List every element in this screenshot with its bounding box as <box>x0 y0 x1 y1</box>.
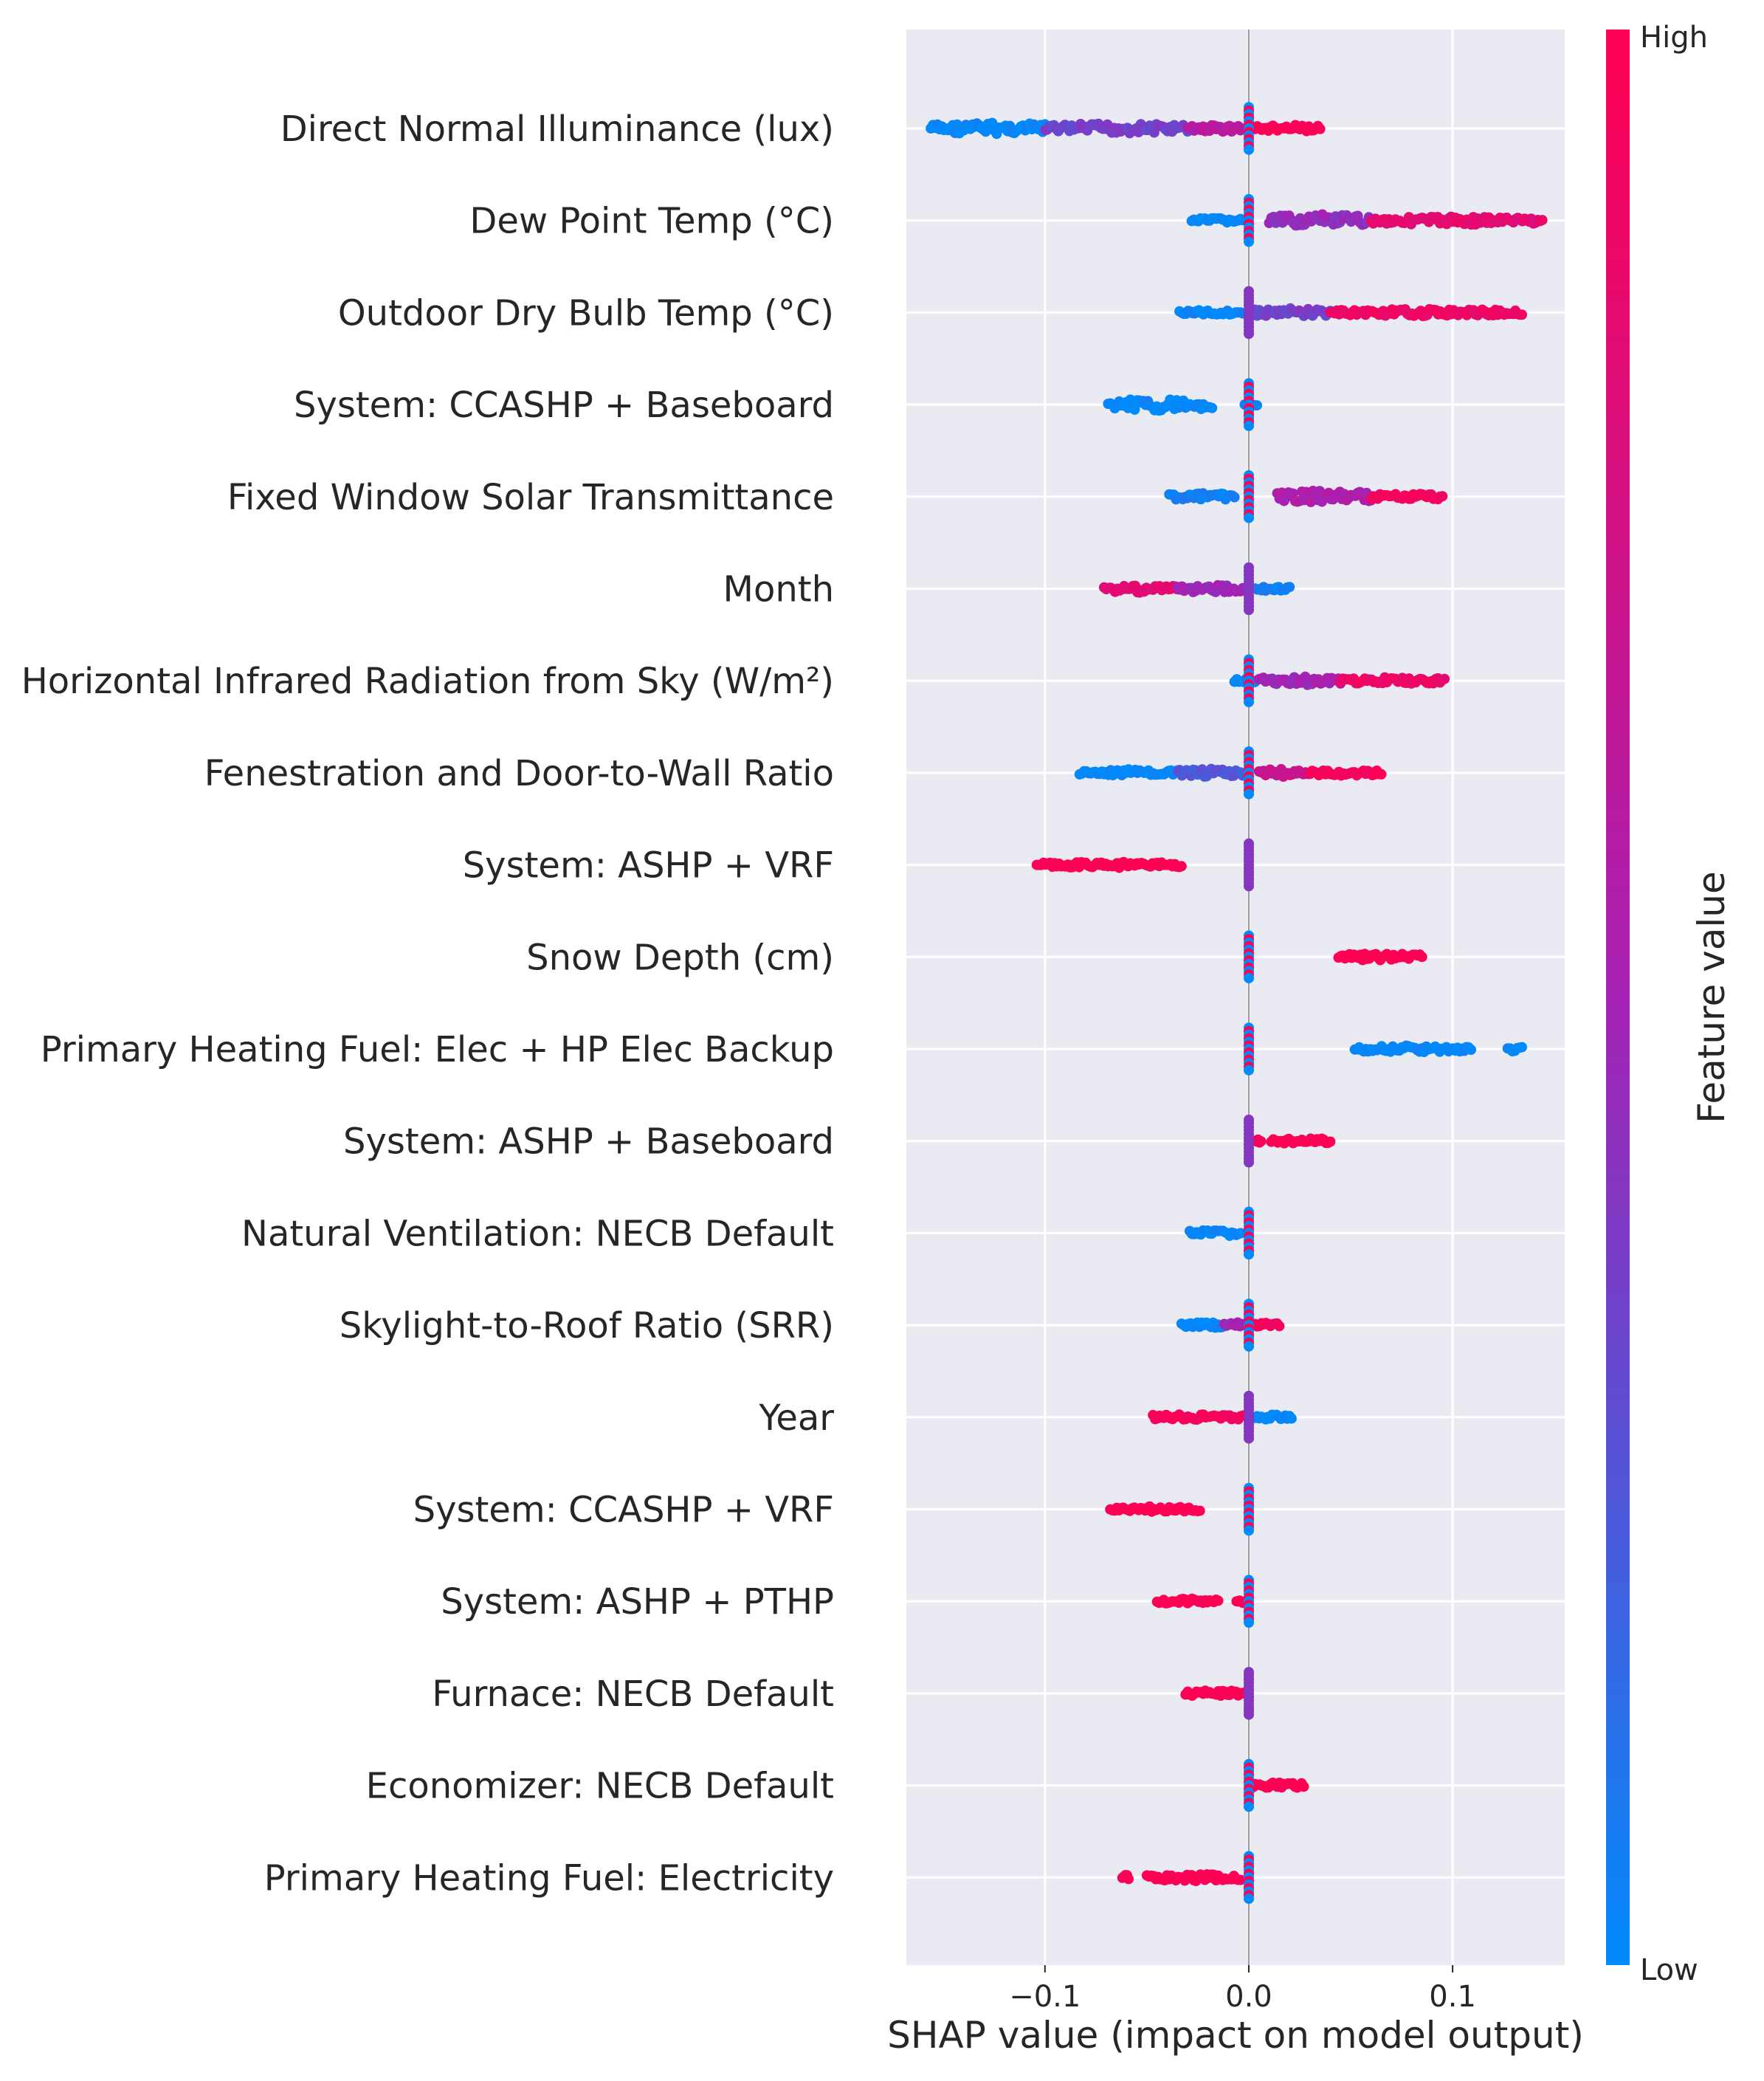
shap-point <box>1123 1874 1134 1885</box>
feature-label: Fixed Window Solar Transmittance <box>227 477 834 518</box>
feature-row-points <box>1180 1667 1254 1720</box>
feature-row-points <box>1148 1391 1297 1444</box>
x-tick-label: −0.1 <box>1009 1980 1081 2014</box>
feature-row-points <box>1244 930 1427 984</box>
feature-label: Outdoor Dry Bulb Temp (°C) <box>338 292 834 334</box>
feature-row-points <box>1031 838 1254 892</box>
shap-point <box>1244 236 1254 247</box>
feature-row-points <box>1103 378 1262 431</box>
feature-row-points <box>1074 746 1387 799</box>
shap-point <box>1244 788 1254 799</box>
shap-point <box>1244 1709 1254 1720</box>
feature-row-points <box>1244 1114 1336 1168</box>
feature-label: Direct Normal Illuminance (lux) <box>280 109 834 150</box>
x-tick-label: 0.1 <box>1429 1980 1476 2014</box>
shap-point <box>1244 512 1254 523</box>
shap-point <box>1235 1874 1246 1885</box>
feature-row-points <box>1117 1851 1254 1905</box>
feature-label: Economizer: NECB Default <box>366 1766 834 1807</box>
shap-point <box>1325 1136 1336 1147</box>
shap-point <box>1244 697 1254 707</box>
feature-label: Year <box>758 1397 834 1439</box>
feature-row-points <box>1244 1758 1309 1812</box>
shap-point <box>1244 1617 1254 1628</box>
feature-row-points <box>1151 1575 1254 1628</box>
shap-point <box>1244 1801 1254 1812</box>
shap-point <box>1437 491 1448 502</box>
shap-point <box>1194 1505 1205 1516</box>
shap-point <box>1129 404 1140 415</box>
feature-row-points <box>1164 470 1448 523</box>
shap-point <box>1255 1136 1267 1147</box>
colorbar <box>1606 30 1630 1965</box>
colorbar-low-label: Low <box>1640 1953 1698 1987</box>
x-tick-label: 0.0 <box>1225 1980 1272 2014</box>
shap-point <box>1244 420 1254 431</box>
shap-point <box>1244 1341 1254 1352</box>
feature-label: Dew Point Temp (°C) <box>469 201 834 242</box>
feature-label: System: CCASHP + Baseboard <box>294 385 834 426</box>
shap-point <box>1235 1228 1246 1239</box>
shap-point <box>1466 1045 1476 1055</box>
feature-label: Skylight-to-Roof Ratio (SRR) <box>340 1305 834 1346</box>
shap-point <box>1244 973 1254 984</box>
shap-point <box>1244 329 1254 340</box>
shap-point <box>1229 492 1240 503</box>
feature-label: System: ASHP + VRF <box>463 845 834 887</box>
shap-point <box>1537 215 1548 226</box>
shap-point <box>1244 1064 1254 1076</box>
x-axis-ticks: −0.1 0.0 0.1 <box>1009 1965 1476 2014</box>
data-points <box>926 102 1548 1905</box>
shap-point <box>1176 861 1187 872</box>
feature-row-points <box>1186 193 1548 247</box>
feature-row-points <box>1174 286 1527 340</box>
feature-row-points <box>1229 654 1450 707</box>
shap-point <box>1284 582 1295 593</box>
feature-row-points <box>1105 1482 1254 1536</box>
shap-point <box>1439 673 1450 684</box>
colorbar-title: Feature value <box>1690 871 1733 1123</box>
feature-row-points <box>1184 1206 1254 1260</box>
shap-point <box>1274 1321 1285 1332</box>
shap-point <box>1244 1893 1254 1905</box>
shap-point <box>1252 400 1262 411</box>
feature-label: System: ASHP + Baseboard <box>343 1121 834 1163</box>
shap-point <box>1416 952 1427 963</box>
feature-label: Horizontal Infrared Radiation from Sky (… <box>21 661 834 702</box>
feature-label: Furnace: NECB Default <box>432 1674 834 1715</box>
plot-background <box>906 30 1565 1965</box>
shap-point <box>1244 881 1254 892</box>
shap-point <box>1517 1042 1527 1053</box>
shap-point <box>1286 1413 1297 1424</box>
feature-row-points <box>926 102 1326 155</box>
feature-label: System: CCASHP + VRF <box>413 1490 834 1531</box>
feature-label: Primary Heating Fuel: Elec + HP Elec Bac… <box>41 1029 834 1070</box>
feature-row-points <box>1098 562 1295 616</box>
shap-point <box>1244 1433 1254 1444</box>
colorbar-high-label: High <box>1640 21 1708 55</box>
shap-point <box>1213 1595 1224 1606</box>
feature-label: Month <box>723 569 834 610</box>
shap-point <box>1376 768 1387 780</box>
shap-point <box>1298 1781 1309 1792</box>
shap-point <box>1244 1249 1254 1260</box>
feature-label: Natural Ventilation: NECB Default <box>241 1213 834 1254</box>
shap-point <box>1207 402 1218 413</box>
feature-label: Snow Depth (cm) <box>526 937 834 978</box>
feature-row-points <box>1244 1022 1527 1076</box>
feature-labels: Direct Normal Illuminance (lux) Dew Point… <box>21 109 835 1899</box>
feature-label: System: ASHP + PTHP <box>441 1581 834 1623</box>
shap-point <box>1517 309 1527 320</box>
x-axis-title: SHAP value (impact on model output) <box>887 2014 1584 2057</box>
shap-point <box>1244 605 1254 616</box>
feature-label: Fenestration and Door-to-Wall Ratio <box>204 753 834 794</box>
feature-row-points <box>1176 1299 1285 1352</box>
shap-point <box>1244 1525 1254 1536</box>
shap-point <box>1244 144 1254 155</box>
shap-point <box>1244 1157 1254 1168</box>
feature-label: Primary Heating Fuel: Electricity <box>264 1857 834 1899</box>
shap-point <box>1315 123 1326 134</box>
